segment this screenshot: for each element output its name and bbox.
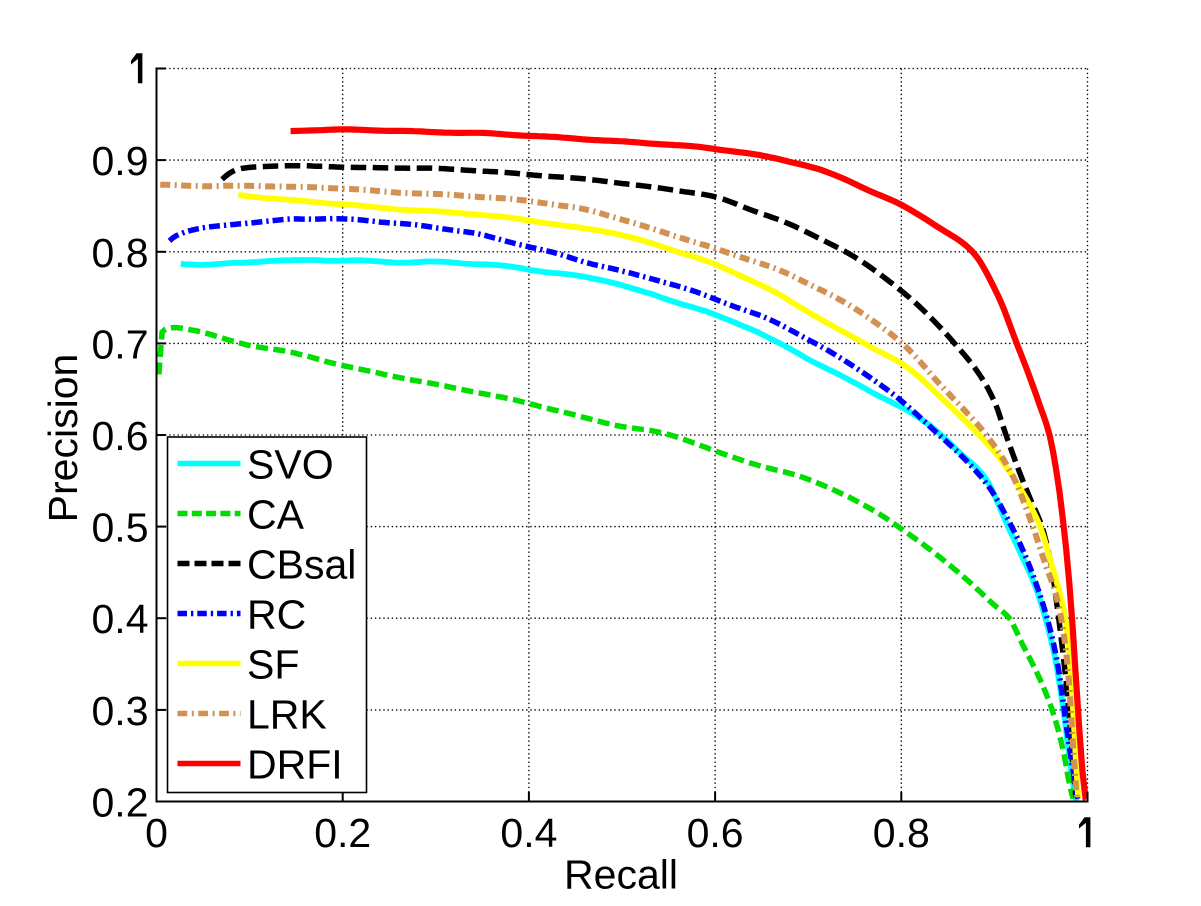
svg-text:0.8: 0.8 bbox=[92, 230, 149, 276]
svg-text:Recall: Recall bbox=[564, 852, 678, 898]
svg-text:0: 0 bbox=[145, 810, 168, 856]
svg-text:0.4: 0.4 bbox=[92, 596, 149, 642]
svg-text:0.6: 0.6 bbox=[687, 810, 744, 856]
svg-text:0.5: 0.5 bbox=[92, 505, 149, 551]
svg-text:LRK: LRK bbox=[247, 692, 327, 738]
svg-text:CA: CA bbox=[247, 492, 305, 538]
svg-text:0.9: 0.9 bbox=[92, 138, 149, 184]
svg-text:0.2: 0.2 bbox=[314, 810, 371, 856]
svg-text:SVO: SVO bbox=[247, 442, 334, 488]
svg-text:RC: RC bbox=[247, 592, 306, 638]
svg-text:0.7: 0.7 bbox=[92, 321, 149, 367]
svg-text:0.8: 0.8 bbox=[873, 810, 930, 856]
svg-text:0.6: 0.6 bbox=[92, 413, 149, 459]
svg-text:0.2: 0.2 bbox=[92, 780, 149, 826]
svg-text:SF: SF bbox=[247, 642, 299, 688]
svg-text:0.3: 0.3 bbox=[92, 688, 149, 734]
svg-text:DRFI: DRFI bbox=[247, 742, 343, 788]
svg-text:CBsal: CBsal bbox=[247, 542, 356, 588]
svg-text:0.4: 0.4 bbox=[500, 810, 557, 856]
svg-text:Precision: Precision bbox=[40, 354, 86, 523]
